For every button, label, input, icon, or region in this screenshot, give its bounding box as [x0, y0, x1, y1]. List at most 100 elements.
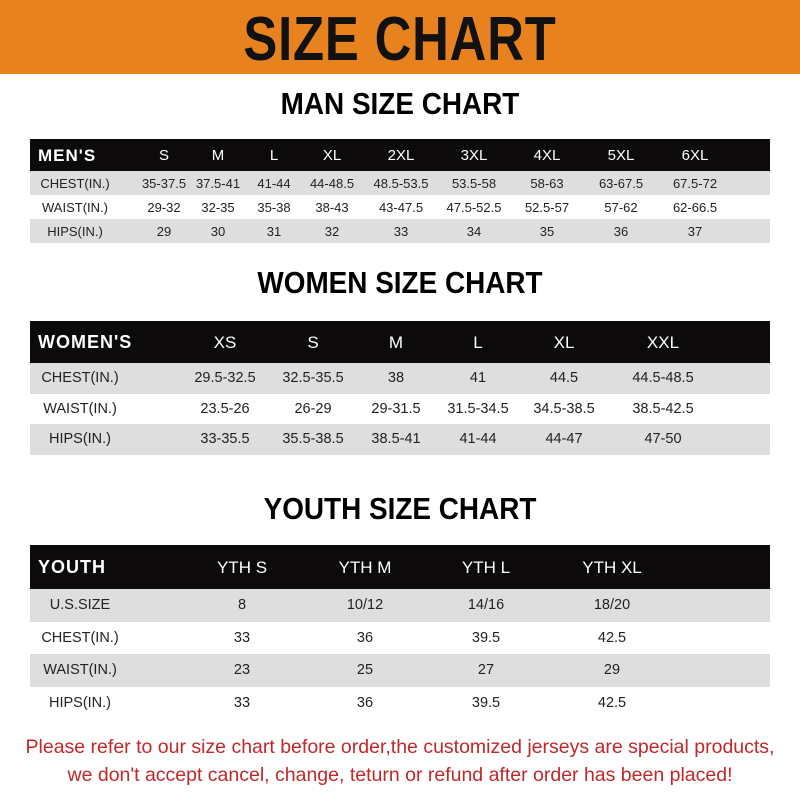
measurement-cell: 57-62	[604, 199, 638, 215]
measurement-cell: 29	[603, 662, 621, 678]
size-header-cell: S	[307, 332, 319, 352]
banner-title: SIZE CHART	[243, 5, 557, 74]
measurement-cell: 35	[539, 223, 555, 239]
measurement-cell: 42.5	[597, 629, 627, 646]
measurement-cell: 39.5	[471, 629, 501, 646]
size-header-cell: L	[473, 332, 483, 352]
size-header-cell: S	[158, 146, 170, 164]
youth-header-row: YOUTH YTH S YTH M YTH L YTH XL	[30, 545, 770, 589]
measurement-cell: 36	[356, 629, 374, 646]
men-header-row: MEN'S S M L XL 2XL 3XL 4XL 5XL 6XL	[30, 139, 770, 171]
size-header-cell: YTH M	[338, 557, 392, 577]
size-header-cell: YTH S	[216, 557, 268, 577]
size-header-cell: 2XL	[387, 146, 415, 164]
size-header-cell: 4XL	[533, 146, 561, 164]
youth-header-label: YOUTH	[38, 557, 106, 577]
men-size-table: MEN'S S M L XL 2XL 3XL 4XL 5XL 6XL CHEST(IN.) 35-37…	[30, 139, 770, 243]
measurement-cell: 37	[687, 223, 703, 239]
measurement-cell: 38.5-41	[371, 431, 421, 447]
measurement-cell: 25	[356, 662, 374, 678]
measurement-cell: 42.5	[597, 694, 627, 711]
measurement-cell: 29	[156, 223, 172, 239]
measurement-cell: 35-37.5	[141, 175, 187, 191]
measurement-cell: 35-38	[257, 199, 291, 215]
row-label: CHEST(IN.)	[40, 175, 110, 191]
row-label: WAIST(IN.)	[43, 662, 117, 678]
measurement-cell: 38-43	[315, 199, 349, 215]
measurement-cell: 34	[466, 223, 482, 239]
women-header-label: WOMEN'S	[38, 332, 133, 352]
size-header-cell: XS	[213, 332, 237, 352]
table-row: HIPS(IN.) 29 30 31 32 33 34 35 36 37	[30, 219, 770, 243]
measurement-cell: 41-44	[257, 175, 291, 191]
size-header-cell: 3XL	[460, 146, 488, 164]
row-label: CHEST(IN.)	[41, 370, 119, 386]
row-label: HIPS(IN.)	[47, 223, 103, 239]
measurement-cell: 43-47.5	[378, 199, 424, 215]
measurement-cell: 23	[233, 662, 251, 678]
size-header-cell: XL	[322, 146, 342, 164]
measurement-cell: 33-35.5	[200, 431, 250, 447]
measurement-cell: 32-35	[201, 199, 235, 215]
measurement-cell: 32	[324, 223, 340, 239]
size-header-cell: L	[269, 146, 279, 164]
measurement-cell: 29.5-32.5	[194, 370, 256, 386]
men-section-title: MAN SIZE CHART	[280, 86, 520, 121]
measurement-cell: 39.5	[471, 694, 501, 711]
measurement-cell: 48.5-53.5	[373, 175, 429, 191]
measurement-cell: 44.5	[549, 370, 579, 386]
women-section-title: WOMEN SIZE CHART	[257, 265, 543, 300]
measurement-cell: 52.5-57	[524, 199, 570, 215]
measurement-cell: 44-48.5	[309, 175, 355, 191]
measurement-cell: 38	[387, 370, 405, 386]
measurement-cell: 8	[237, 597, 247, 613]
measurement-cell: 58-63	[530, 175, 564, 191]
notice-line-2: we don't accept cancel, change, teturn o…	[67, 764, 733, 786]
table-row: WAIST(IN.) 29-32 32-35 35-38 38-43 43-47.5 47.…	[30, 195, 770, 219]
row-label: WAIST(IN.)	[42, 199, 108, 215]
measurement-cell: 23.5-26	[200, 400, 250, 417]
row-label: CHEST(IN.)	[41, 629, 119, 646]
youth-size-table: YOUTH YTH S YTH M YTH L YTH XL U.S.SIZE 8 10/12…	[30, 545, 770, 719]
measurement-cell: 41	[469, 370, 487, 386]
measurement-cell: 36	[356, 694, 374, 711]
measurement-cell: 38.5-42.5	[632, 400, 694, 417]
measurement-cell: 47-50	[644, 431, 682, 447]
measurement-cell: 62-66.5	[672, 199, 718, 215]
measurement-cell: 37.5-41	[195, 175, 241, 191]
table-row: HIPS(IN.) 33 36 39.5 42.5	[30, 687, 770, 720]
table-row: CHEST(IN.) 33 36 39.5 42.5	[30, 622, 770, 655]
measurement-cell: 53.5-58	[451, 175, 497, 191]
women-header-row: WOMEN'S XS S M L XL XXL	[30, 321, 770, 363]
size-header-cell: 6XL	[681, 146, 709, 164]
table-row: HIPS(IN.) 33-35.5 35.5-38.5 38.5-41 41-44 44-…	[30, 424, 770, 455]
table-row: CHEST(IN.) 35-37.5 37.5-41 41-44 44-48.5 48.5…	[30, 171, 770, 195]
men-header-label: MEN'S	[38, 145, 97, 165]
youth-section-title: YOUTH SIZE CHART	[263, 491, 537, 526]
table-row: U.S.SIZE 8 10/12 14/16 18/20	[30, 589, 770, 622]
table-row: CHEST(IN.) 29.5-32.5 32.5-35.5 38 41 44.5 44.5…	[30, 363, 770, 394]
measurement-cell: 29-31.5	[371, 400, 421, 417]
measurement-cell: 14/16	[467, 597, 505, 613]
table-row: WAIST(IN.) 23 25 27 29	[30, 654, 770, 687]
measurement-cell: 33	[233, 694, 251, 711]
measurement-cell: 41-44	[459, 431, 497, 447]
measurement-cell: 31.5-34.5	[447, 400, 509, 417]
measurement-cell: 30	[210, 223, 226, 239]
size-header-cell: M	[388, 332, 404, 352]
measurement-cell: 33	[233, 629, 251, 646]
measurement-cell: 67.5-72	[672, 175, 718, 191]
measurement-cell: 34.5-38.5	[533, 400, 595, 417]
measurement-cell: 36	[613, 223, 629, 239]
measurement-cell: 27	[477, 662, 495, 678]
size-header-cell: 5XL	[607, 146, 635, 164]
measurement-cell: 35.5-38.5	[282, 431, 344, 447]
size-header-cell: YTH L	[461, 557, 511, 577]
row-label: HIPS(IN.)	[48, 694, 112, 711]
size-header-cell: YTH XL	[582, 557, 642, 577]
measurement-cell: 47.5-52.5	[446, 199, 502, 215]
measurement-cell: 26-29	[294, 400, 332, 417]
measurement-cell: 31	[266, 223, 282, 239]
measurement-cell: 44-47	[545, 431, 583, 447]
measurement-cell: 33	[393, 223, 409, 239]
